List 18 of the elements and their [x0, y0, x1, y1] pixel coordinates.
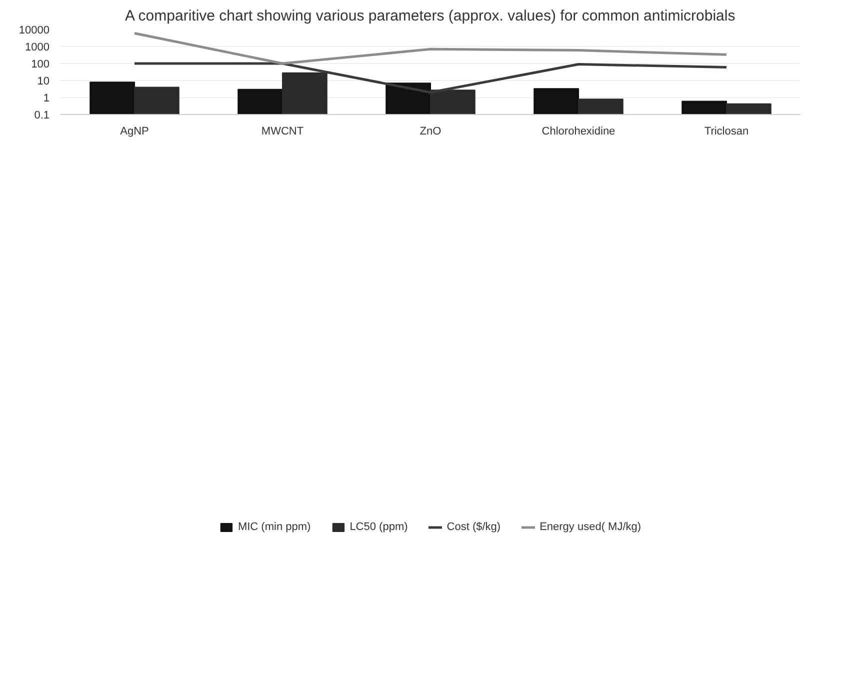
- x-tick-label: Chlorohexidine: [542, 126, 616, 138]
- x-tick-label: Triclosan: [704, 126, 749, 138]
- legend-label: MIC (min ppm): [238, 521, 311, 533]
- x-tick-label: MWCNT: [261, 126, 304, 138]
- chart-title: A comparitive chart showing various parameters (approx. values) for common antimicrobials: [124, 8, 736, 24]
- y-tick-label: 1: [43, 92, 50, 104]
- y-tick-label: 0.1: [34, 110, 50, 122]
- y-tick-label: 10000: [18, 24, 50, 36]
- legend-label: LC50 (ppm): [350, 521, 408, 533]
- y-tick-label: 10: [37, 76, 50, 88]
- y-tick-label: 1000: [25, 42, 50, 54]
- line-series: [133, 32, 728, 65]
- legend-label: Energy used( MJ/kg): [540, 521, 642, 533]
- line-series: [133, 62, 728, 94]
- legend-label: Cost ($/kg): [446, 521, 501, 533]
- x-tick-label: AgNP: [120, 126, 149, 138]
- y-tick-label: 100: [31, 58, 50, 70]
- x-tick-label: ZnO: [420, 126, 442, 138]
